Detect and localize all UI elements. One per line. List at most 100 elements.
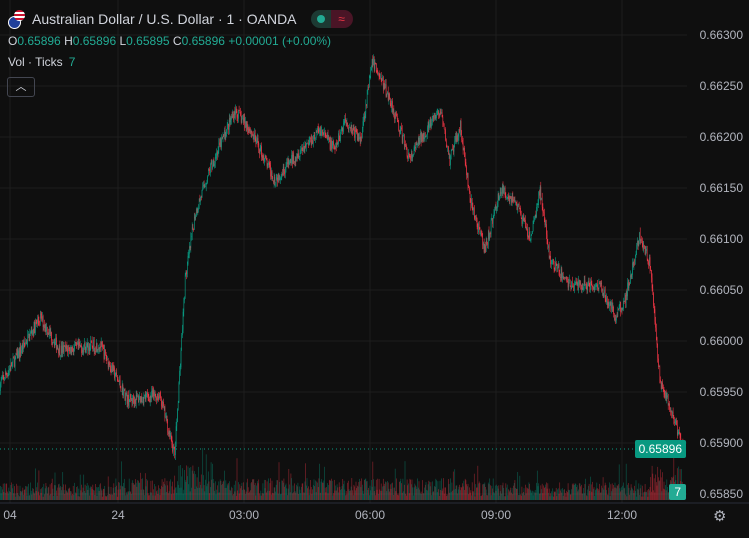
volume-bar — [272, 492, 274, 500]
volume-bar — [527, 488, 528, 500]
candle-body — [331, 140, 332, 150]
volume-bar — [564, 489, 565, 500]
volume-bar — [387, 481, 388, 500]
candle-body — [112, 365, 114, 372]
volume-bar — [303, 492, 304, 500]
volume-bar — [408, 483, 409, 500]
volume-bar — [249, 490, 251, 500]
volume-bar — [208, 481, 210, 500]
volume-bar — [16, 483, 17, 500]
candle-body — [520, 207, 521, 214]
volume-bar — [343, 480, 345, 500]
open-value: 0.65896 — [17, 34, 61, 48]
volume-bar — [320, 481, 322, 500]
candle-body — [13, 357, 14, 359]
candle-body — [179, 370, 180, 383]
candle-body — [641, 239, 642, 241]
volume-bar — [212, 479, 214, 500]
candle-body — [47, 326, 48, 335]
candle-body — [156, 397, 157, 401]
candle-body — [65, 345, 67, 349]
candle-body — [51, 332, 52, 341]
candle-body — [538, 191, 539, 204]
candle-body — [522, 215, 523, 224]
candle-body — [663, 388, 664, 390]
volume-bar — [447, 495, 449, 500]
volume-bar — [632, 488, 633, 500]
volume-bar — [518, 495, 519, 500]
candle-body — [417, 143, 418, 145]
volume-bar — [443, 493, 445, 500]
volume-bar — [629, 494, 631, 500]
candle-body — [497, 193, 499, 203]
volume-bar — [513, 482, 515, 500]
candle-body — [674, 421, 676, 423]
volume-bar — [678, 466, 680, 500]
volume-bar — [138, 482, 140, 500]
candle-body — [247, 129, 249, 133]
volume-bar — [641, 485, 643, 500]
candle-body — [642, 243, 644, 250]
candle-body — [290, 159, 292, 164]
candle-body — [105, 349, 106, 354]
volume-bar — [571, 489, 572, 500]
candle-body — [230, 119, 231, 123]
volume-bar — [382, 486, 383, 500]
volume-bar — [384, 483, 386, 500]
candle-body — [634, 260, 635, 262]
candle-body — [208, 170, 209, 177]
volume-bar — [467, 483, 469, 500]
candle-body — [658, 366, 660, 367]
candle-body — [500, 191, 502, 194]
candle-body — [632, 262, 634, 266]
volume-legend[interactable]: Vol · Ticks 7 — [8, 55, 75, 69]
volume-bar — [322, 482, 323, 500]
volume-bar — [247, 478, 248, 500]
candle-body — [324, 131, 326, 133]
volume-bar — [352, 490, 353, 500]
symbol-legend[interactable]: Australian Dollar / U.S. Dollar · 1 · OA… — [8, 10, 353, 29]
candle-body — [314, 135, 315, 139]
market-status-toggle[interactable]: ≈ — [310, 10, 353, 28]
volume-bar — [317, 487, 319, 500]
volume-bar — [244, 489, 246, 500]
volume-bar — [530, 490, 532, 500]
volume-bar — [285, 483, 287, 500]
volume-bar — [204, 491, 206, 500]
candle-body — [371, 59, 373, 69]
volume-bar — [301, 483, 303, 500]
candle-body — [492, 218, 494, 224]
candle-body — [56, 337, 57, 350]
volume-bar — [387, 482, 389, 500]
volume-bar — [576, 485, 578, 500]
volume-bar — [362, 490, 364, 500]
candle-body — [651, 277, 653, 289]
gear-icon[interactable]: ⚙ — [713, 508, 727, 525]
candle-body — [93, 339, 95, 352]
candle-body — [380, 76, 382, 80]
candle-body — [266, 158, 267, 161]
volume-bar — [431, 481, 433, 500]
volume-bar — [535, 492, 537, 500]
candle-body — [476, 217, 477, 220]
candle-body — [275, 184, 276, 186]
candle-body — [646, 249, 647, 252]
candle-body — [631, 274, 633, 277]
candle-body — [257, 138, 258, 141]
volume-bar — [219, 492, 220, 500]
change-value: +0.00001 (+0.00%) — [228, 34, 332, 48]
candle-body — [206, 182, 208, 184]
volume-bar — [64, 493, 66, 500]
collapse-legend-button[interactable]: ︿ — [7, 77, 35, 97]
candle-body — [37, 319, 38, 324]
volume-bar — [546, 488, 548, 500]
volume-bar — [574, 483, 576, 500]
volume-bar — [73, 495, 75, 500]
candle-body — [390, 103, 392, 108]
candle-body — [548, 245, 549, 248]
candle-body — [535, 214, 537, 217]
candle-body — [404, 144, 406, 146]
candle-body — [271, 171, 273, 177]
candle-body — [395, 113, 397, 115]
